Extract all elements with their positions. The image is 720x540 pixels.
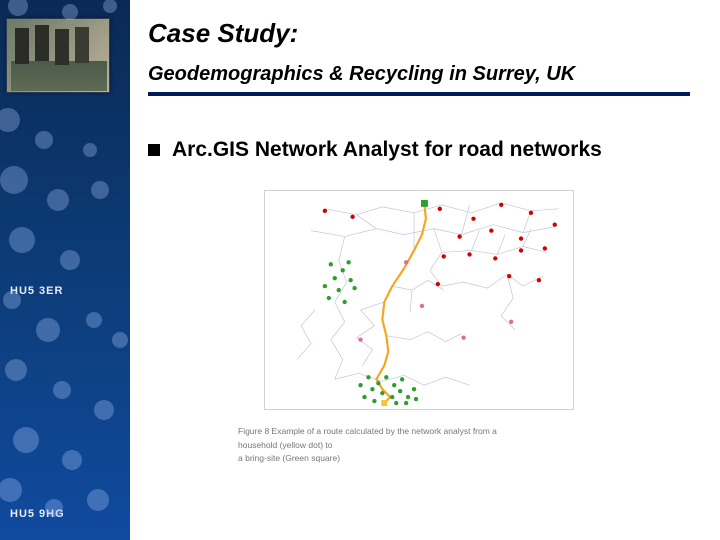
title-rule (148, 92, 690, 96)
figure-wrap: Figure 8 Example of a route calculated b… (148, 190, 690, 466)
slide-subtitle: Geodemographics & Recycling in Surrey, U… (148, 63, 690, 86)
bullet-marker (148, 144, 160, 156)
sidebar-thumbnail (6, 18, 110, 93)
content-area: Case Study: Geodemographics & Recycling … (130, 0, 720, 540)
sidebar-decorative: HU5 3ER HU5 9HG (0, 0, 130, 540)
bullet-list: Arc.GIS Network Analyst for road network… (148, 138, 690, 162)
bullet-text: Arc.GIS Network Analyst for road network… (172, 138, 602, 162)
figure-caption: Figure 8 Example of a route calculated b… (148, 425, 528, 466)
map-svg (265, 191, 573, 409)
caption-line-2: a bring-site (Green square) (238, 453, 340, 463)
network-map-figure (264, 190, 574, 410)
bullet-item: Arc.GIS Network Analyst for road network… (148, 138, 690, 162)
caption-line-1: Figure 8 Example of a route calculated b… (238, 426, 497, 450)
slide: HU5 3ER HU5 9HG Case Study: Geodemograph… (0, 0, 720, 540)
slide-title: Case Study: (148, 18, 690, 49)
